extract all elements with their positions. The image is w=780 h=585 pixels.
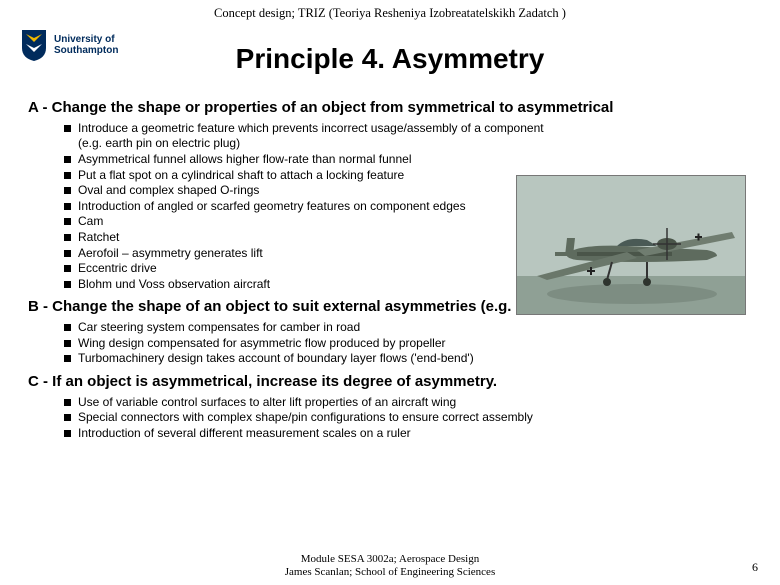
list-item: Asymmetrical funnel allows higher flow-r…: [64, 152, 752, 168]
list-item: Special connectors with complex shape/pi…: [64, 410, 752, 426]
footer-line1: Module SESA 3002a; Aerospace Design: [0, 553, 780, 566]
university-logo: University of Southampton: [20, 28, 118, 62]
section-c-heading: C - If an object is asymmetrical, increa…: [28, 373, 752, 392]
footer-line2: James Scanlan; School of Engineering Sci…: [0, 566, 780, 579]
logo-line1: University of: [54, 34, 118, 45]
page-number: 6: [752, 560, 758, 575]
list-item: Use of variable control surfaces to alte…: [64, 395, 752, 411]
list-item: Introduce a geometric feature which prev…: [64, 121, 544, 152]
list-item: Wing design compensated for asymmetric f…: [64, 336, 752, 352]
list-item: Car steering system compensates for camb…: [64, 320, 752, 336]
section-a-heading: A - Change the shape or properties of an…: [28, 99, 752, 118]
list-item: Introduction of several different measur…: [64, 426, 752, 442]
header-subtitle: Concept design; TRIZ (Teoriya Resheniya …: [0, 0, 780, 21]
aircraft-image: [516, 175, 746, 315]
slide-footer: Module SESA 3002a; Aerospace Design Jame…: [0, 553, 780, 579]
shield-icon: [20, 28, 48, 62]
list-item: Turbomachinery design takes account of b…: [64, 351, 752, 367]
section-b-list: Car steering system compensates for camb…: [28, 320, 752, 367]
logo-text: University of Southampton: [54, 34, 118, 56]
logo-line2: Southampton: [54, 45, 118, 56]
section-c-list: Use of variable control surfaces to alte…: [28, 395, 752, 442]
